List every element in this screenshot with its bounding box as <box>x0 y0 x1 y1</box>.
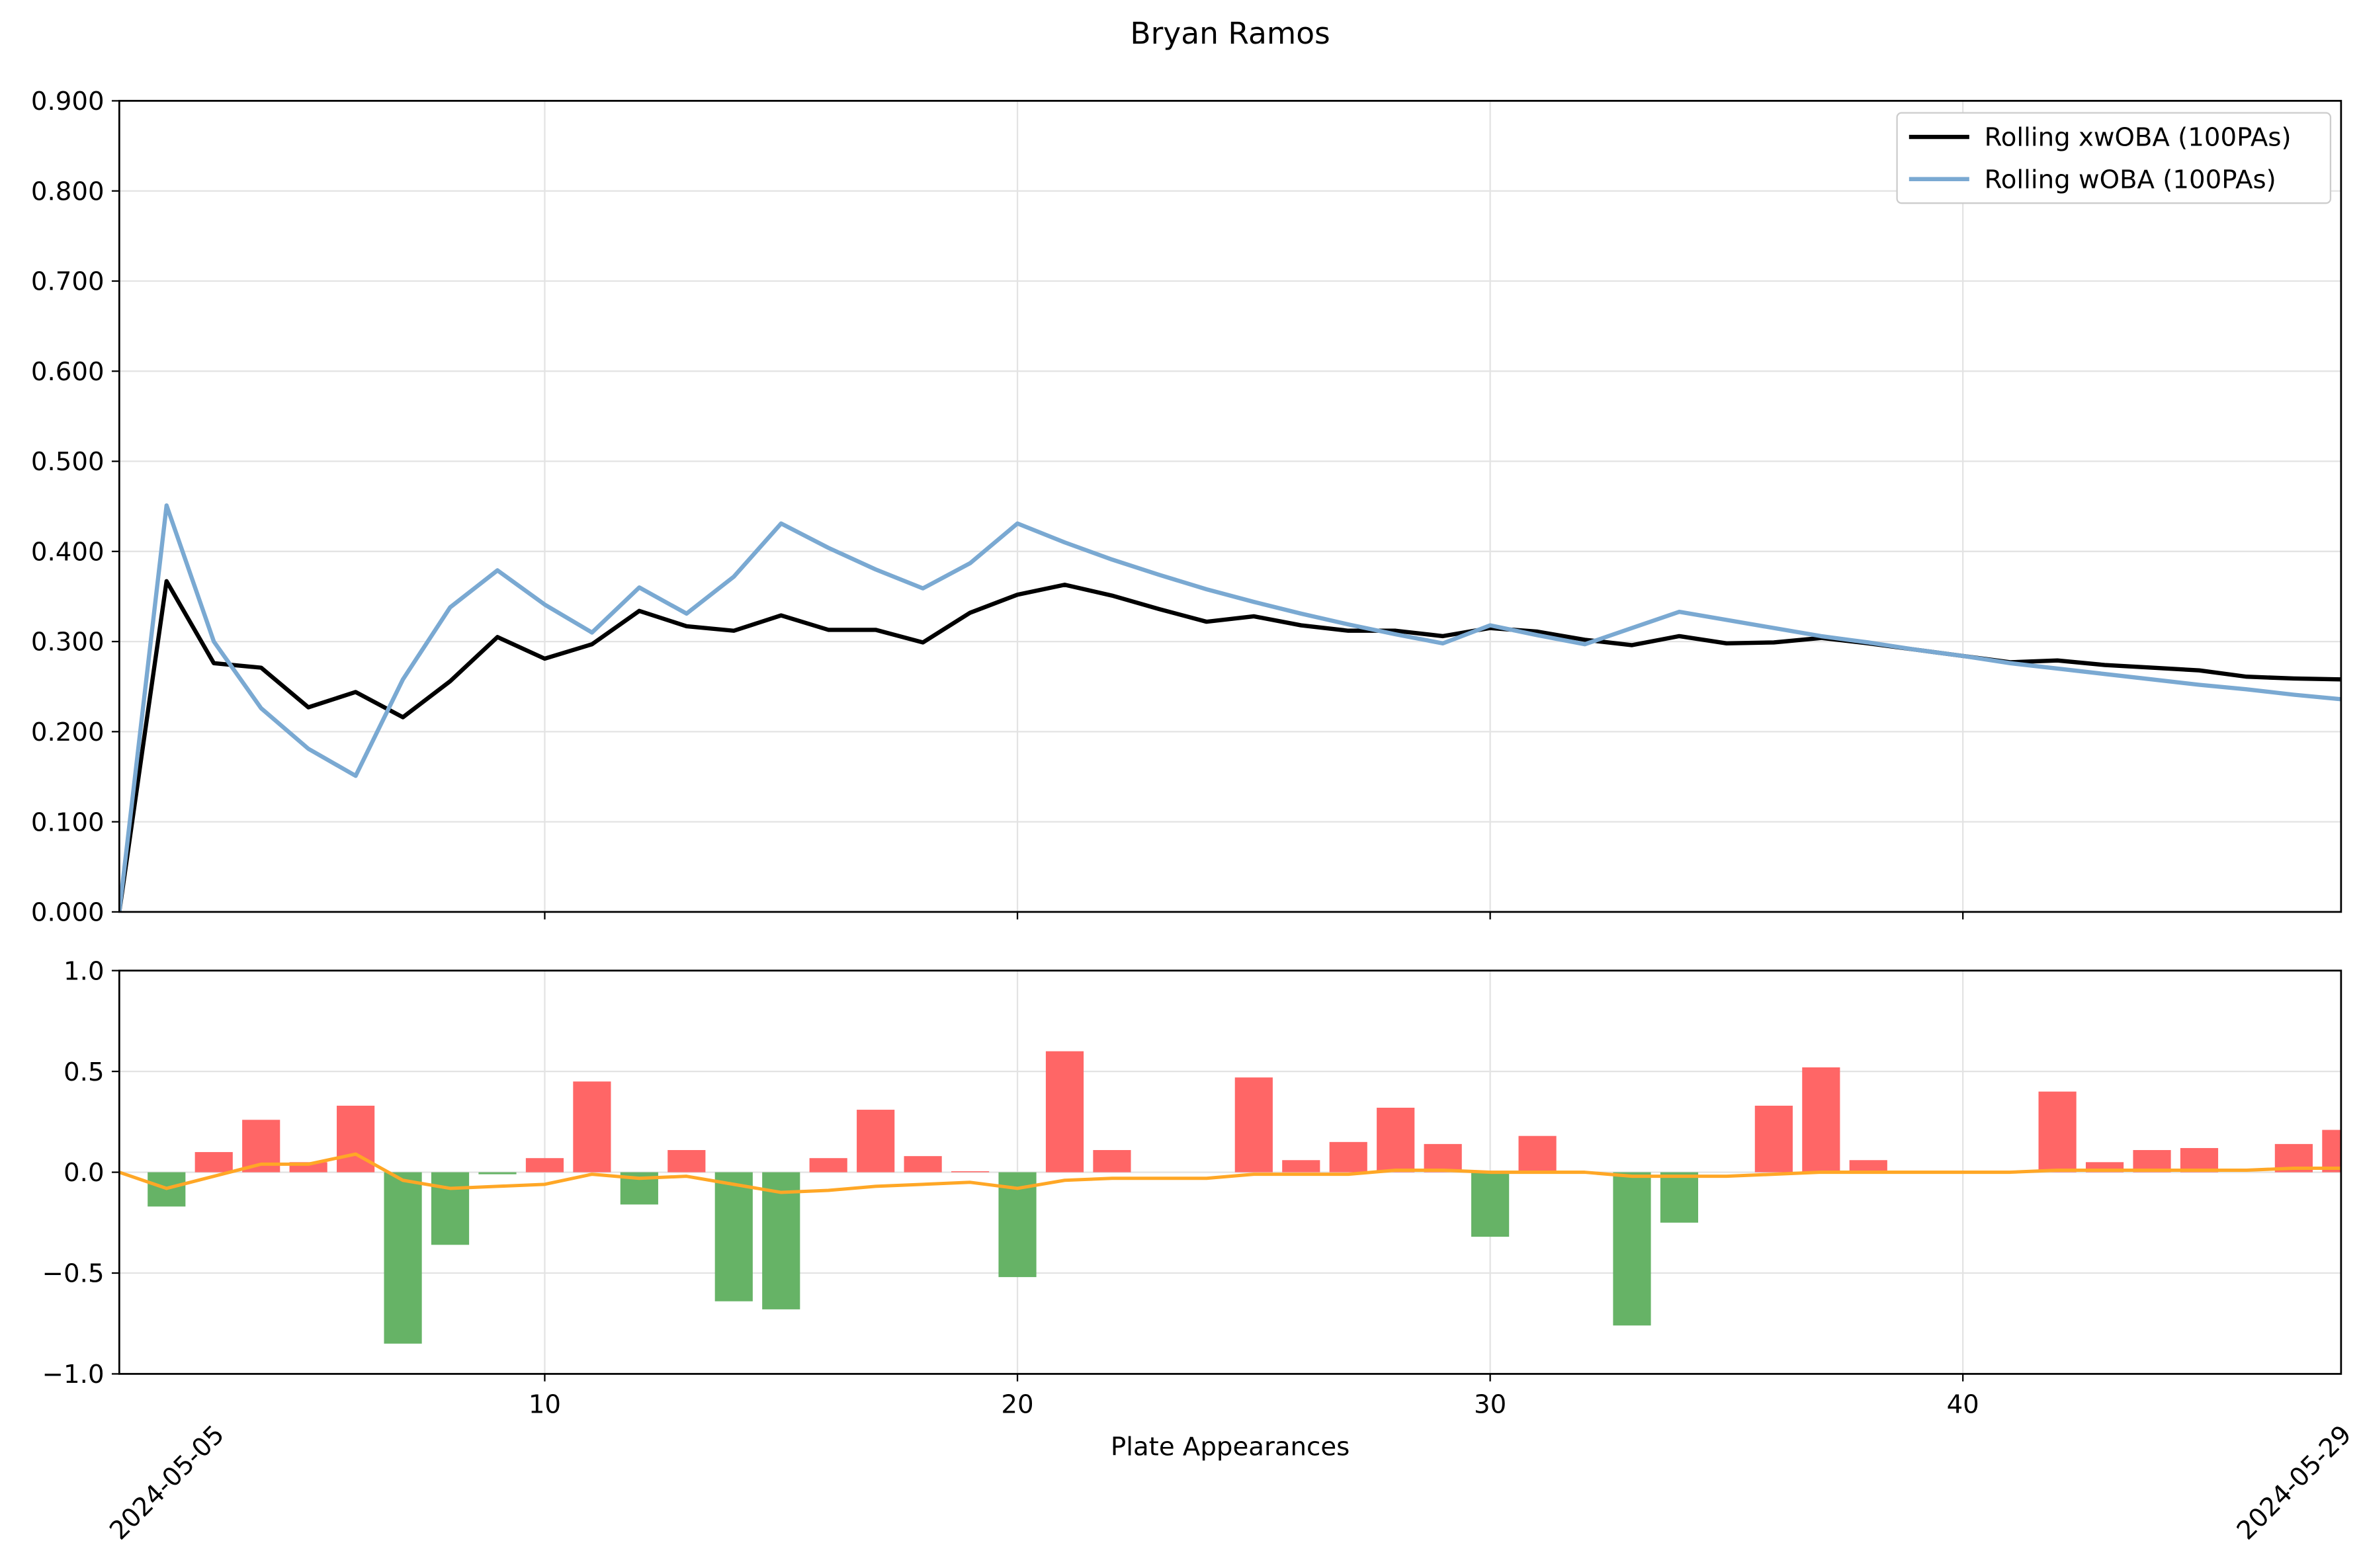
y-tick-label: 0.300 <box>31 628 105 657</box>
y-tick-label: 0.900 <box>31 87 105 116</box>
bar <box>431 1172 470 1245</box>
x-tick-label: 20 <box>1001 1390 1033 1420</box>
plot-area <box>119 503 2341 912</box>
y-tick-label: 0.0 <box>64 1158 105 1188</box>
bar <box>714 1172 753 1301</box>
bar <box>809 1158 847 1173</box>
bar <box>384 1172 422 1344</box>
bar <box>1802 1067 1840 1173</box>
y-tick-label: 0.5 <box>64 1057 105 1087</box>
x-axis-label: Plate Appearances <box>1111 1432 1350 1462</box>
bar <box>1518 1135 1557 1173</box>
bar <box>951 1171 990 1173</box>
legend-label: Rolling wOBA (100PAs) <box>1985 165 2276 194</box>
chart-title: Bryan Ramos <box>1130 16 1330 51</box>
y-tick-label: 0.500 <box>31 447 105 477</box>
bar <box>1754 1105 1793 1173</box>
bar <box>1424 1143 1462 1173</box>
bar <box>1849 1160 1887 1173</box>
bar <box>2322 1130 2341 1173</box>
x-tick-label: 10 <box>529 1390 561 1420</box>
bar <box>1613 1172 1651 1326</box>
bar <box>1660 1172 1699 1223</box>
axes-frame <box>118 100 2342 913</box>
y-tick-label: −0.5 <box>42 1259 105 1289</box>
bar <box>2038 1091 2077 1173</box>
bar <box>573 1081 611 1173</box>
bar <box>1471 1172 1510 1237</box>
y-tick-label: 0.400 <box>31 537 105 567</box>
line <box>119 503 2341 912</box>
x-tick-label: 30 <box>1474 1390 1506 1420</box>
bar <box>1234 1077 1273 1173</box>
bar <box>1093 1150 1131 1173</box>
bar <box>525 1158 564 1173</box>
bar <box>1282 1160 1320 1173</box>
y-tick-label: 0.600 <box>31 357 105 387</box>
plot-area <box>119 1051 2341 1344</box>
bar <box>194 1152 233 1173</box>
bar <box>857 1110 895 1173</box>
y-tick-label: 1.0 <box>64 956 105 986</box>
bar <box>1045 1051 1084 1173</box>
y-tick-label: 0.100 <box>31 807 105 837</box>
y-tick-label: −1.0 <box>42 1360 105 1389</box>
bar <box>2180 1147 2219 1173</box>
bar <box>762 1172 800 1309</box>
bar <box>2133 1150 2171 1173</box>
bar <box>1377 1107 1415 1173</box>
bar <box>1329 1141 1367 1173</box>
bar <box>667 1150 706 1173</box>
y-tick-label: 0.800 <box>31 177 105 206</box>
y-tick-label: 0.200 <box>31 718 105 747</box>
y-tick-label: 0.000 <box>31 898 105 928</box>
y-tick-label: 0.700 <box>31 267 105 297</box>
legend-box <box>1896 112 2332 204</box>
bar <box>904 1156 942 1173</box>
rolling-line <box>119 1152 2341 1194</box>
axes-frame <box>118 970 2342 1375</box>
legend-label: Rolling xwOBA (100PAs) <box>1985 123 2292 153</box>
x-tick-label: 40 <box>1947 1390 1979 1420</box>
bar <box>478 1172 517 1175</box>
